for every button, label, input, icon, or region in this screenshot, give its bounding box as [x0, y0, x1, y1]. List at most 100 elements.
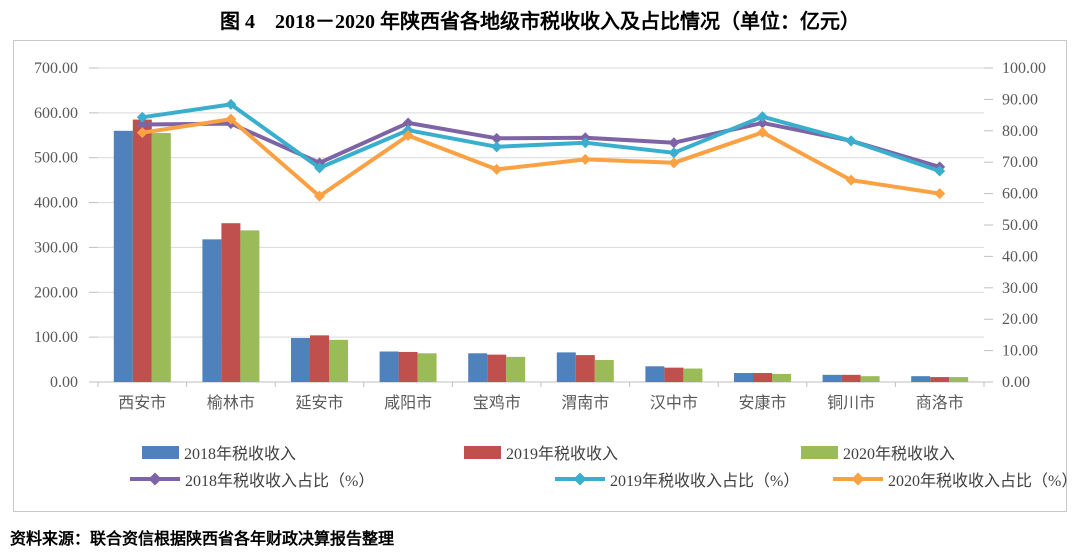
marker-2020年税收收入占比（%）-延安市	[314, 190, 325, 202]
left-axis-tick-label: 400.00	[34, 195, 78, 212]
bar-2019年税收收入-延安市	[310, 335, 329, 382]
marker-2020年税收收入占比（%）-榆林市	[225, 113, 237, 125]
marker-2020年税收收入占比（%）-渭南市	[579, 153, 591, 165]
right-axis-tick-label: 70.00	[1002, 154, 1038, 171]
marker-2018年税收收入占比（%）-汉中市	[668, 137, 680, 149]
legend-line-marker	[130, 472, 180, 486]
marker-2018年税收收入占比（%）-咸阳市	[402, 117, 414, 129]
legend-label: 2020年税收收入占比（%）	[888, 473, 1078, 490]
bar-2018年税收收入-西安市	[113, 130, 133, 382]
marker-2018年税收收入占比（%）-宝鸡市	[491, 132, 503, 144]
bar-2020年税收收入-铜川市	[860, 376, 880, 382]
right-axis-tick-label: 40.00	[1002, 248, 1038, 265]
bar-2020年税收收入-榆林市	[240, 230, 260, 382]
legend-swatch	[464, 445, 501, 459]
right-axis-tick-label: 10.00	[1002, 343, 1038, 360]
marker-2019年税收收入占比（%）-榆林市	[225, 98, 237, 110]
left-axis-tick-label: 500.00	[34, 150, 78, 167]
right-axis-tick-label: 80.00	[1002, 123, 1038, 140]
bar-2018年税收收入-渭南市	[556, 352, 576, 382]
legend-swatch	[801, 445, 838, 459]
bar-2019年税收收入-咸阳市	[398, 351, 418, 382]
legend-label: 2018年税收收入	[184, 446, 297, 463]
bar-2020年税收收入-安康市	[772, 373, 791, 382]
bar-2018年税收收入-宝鸡市	[468, 353, 488, 382]
bar-2018年税收收入-铜川市	[822, 374, 842, 382]
left-axis-tick-label: 300.00	[34, 239, 78, 256]
x-axis-category-label: 商洛市	[916, 394, 964, 412]
x-axis-category-label: 延安市	[295, 394, 343, 412]
bar-2019年税收收入-铜川市	[841, 374, 861, 382]
bar-2020年税收收入-咸阳市	[417, 353, 437, 382]
bar-2018年税收收入-安康市	[734, 373, 753, 382]
right-axis-tick-label: 100.00	[1002, 60, 1046, 77]
legend-label: 2018年税收收入占比（%）	[185, 473, 375, 490]
x-axis-category-label: 铜川市	[827, 394, 875, 412]
legend-label: 2019年税收收入占比（%）	[610, 473, 800, 490]
right-axis-tick-label: 20.00	[1002, 311, 1038, 328]
bar-2019年税收收入-榆林市	[221, 223, 241, 382]
marker-2020年税收收入占比（%）-咸阳市	[402, 130, 414, 142]
legend-line-marker	[833, 472, 883, 486]
bar-2019年税收收入-宝鸡市	[487, 354, 507, 382]
legend-item-2018年税收收入占比（%）: 2018年税收收入占比（%）	[129, 470, 375, 490]
source-note: 资料来源：联合资信根据陕西省各年财政决算报告整理	[10, 531, 395, 548]
marker-2020年税收收入占比（%）-汉中市	[668, 157, 680, 169]
bar-2019年税收收入-西安市	[132, 119, 152, 382]
legend-item-2019年税收收入: 2019年税收收入	[464, 443, 619, 463]
line-2020年税收收入占比（%）	[140, 117, 942, 199]
chart-title: 图 4 2018－2020 年陕西省各地级市税收收入及占比情况（单位：亿元）	[220, 11, 860, 33]
bar-2020年税收收入-延安市	[329, 339, 348, 382]
bar-2019年税收收入-安康市	[753, 373, 772, 382]
bar-2018年税收收入-咸阳市	[379, 351, 399, 382]
bar-2020年税收收入-商洛市	[949, 377, 969, 382]
x-axis-category-label: 咸阳市	[384, 394, 432, 412]
line-2019年税收收入占比（%）	[140, 102, 942, 173]
left-axis-tick-label: 600.00	[34, 105, 78, 122]
x-axis-category-label: 西安市	[118, 394, 166, 412]
marker-2019年税收收入占比（%）-西安市	[136, 111, 148, 123]
legend-line-marker	[555, 472, 605, 486]
right-axis-tick-label: 30.00	[1002, 280, 1038, 297]
legend-label: 2019年税收收入	[506, 446, 619, 463]
legend-swatch	[142, 445, 179, 459]
bar-2018年税收收入-商洛市	[911, 376, 931, 382]
legend-item-2018年税收收入: 2018年税收收入	[142, 443, 297, 463]
marker-2019年税收收入占比（%）-铜川市	[845, 135, 857, 147]
bar-2020年税收收入-渭南市	[594, 360, 614, 382]
bar-2020年税收收入-宝鸡市	[506, 356, 526, 382]
bar-2019年税收收入-渭南市	[575, 355, 595, 382]
x-axis-category-label: 安康市	[738, 394, 786, 412]
marker-2019年税收收入占比（%）-汉中市	[668, 147, 680, 159]
bar-2019年税收收入-商洛市	[930, 377, 950, 382]
right-axis-tick-label: 60.00	[1002, 186, 1038, 203]
x-axis-category-label: 榆林市	[207, 394, 255, 412]
x-axis-category-label: 汉中市	[650, 394, 698, 412]
bar-2020年税收收入-西安市	[151, 133, 171, 382]
bar-2020年税收收入-汉中市	[683, 368, 703, 382]
left-axis-tick-label: 700.00	[34, 60, 78, 77]
marker-2019年税收收入占比（%）-延安市	[314, 162, 325, 174]
right-axis-tick-label: 90.00	[1002, 91, 1038, 108]
marker-2018年税收收入占比（%）-西安市	[136, 119, 148, 131]
bar-2018年税收收入-汉中市	[645, 366, 665, 382]
right-axis-tick-label: 50.00	[1002, 217, 1038, 234]
combo-chart-plot: 0.00 100.00 200.00 300.00 400.00 500.00 600.00…	[34, 60, 1046, 412]
legend-item-2019年税收收入占比（%）: 2019年税收收入占比（%）	[554, 470, 800, 490]
marker-2020年税收收入占比（%）-铜川市	[845, 174, 857, 186]
marker-2020年税收收入占比（%）-商洛市	[934, 188, 946, 200]
bar-2018年税收收入-延安市	[291, 338, 310, 382]
marker-2019年税收收入占比（%）-渭南市	[579, 137, 591, 149]
line-2018年税收收入占比（%）	[140, 120, 942, 169]
left-axis-tick-label: 0.00	[50, 374, 78, 391]
marker-2019年税收收入占比（%）-宝鸡市	[491, 141, 503, 153]
left-axis-tick-label: 100.00	[34, 329, 78, 346]
marker-2020年税收收入占比（%）-宝鸡市	[491, 163, 503, 175]
right-axis-tick-label: 0.00	[1002, 374, 1030, 391]
marker-2019年税收收入占比（%）-商洛市	[934, 165, 946, 177]
marker-2019年税收收入占比（%）-安康市	[757, 111, 768, 123]
legend-item-2020年税收收入占比（%）: 2020年税收收入占比（%）	[832, 470, 1078, 490]
bar-2019年税收收入-汉中市	[664, 367, 684, 382]
x-axis-category-label: 宝鸡市	[473, 394, 521, 412]
x-axis-category-label: 渭南市	[561, 394, 609, 412]
